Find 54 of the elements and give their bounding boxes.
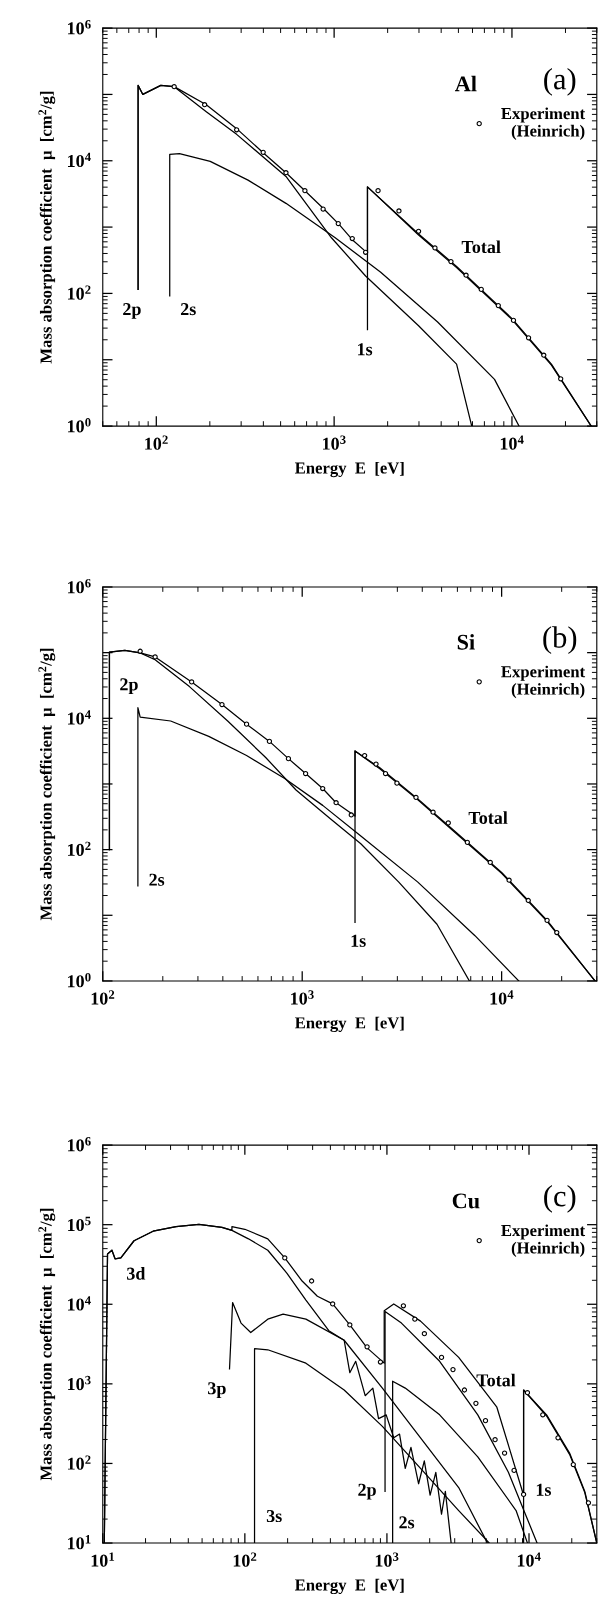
annotation: 1s	[351, 934, 366, 947]
x-axis-title: Energy E [eV]	[294, 1578, 404, 1595]
x-tick-label: 10$^{4}$	[517, 1552, 541, 1567]
x-tick-label: 10$^{2}$	[145, 435, 168, 450]
y-tick-label: 10$^{2}$	[68, 285, 91, 300]
x-tick-label: 10$^{1}$	[91, 1552, 115, 1567]
x-tick-label: 10$^{3}$	[375, 1552, 399, 1567]
y-tick-label: 10$^{0}$	[68, 418, 91, 433]
y-tick-label: 10$^{4}$	[68, 710, 91, 725]
x-tick-label: 10$^{4}$	[500, 435, 524, 450]
x-axis-title: Energy E [eV]	[294, 1016, 404, 1033]
legend-label: Experiment (Heinrich)	[501, 1224, 586, 1257]
x-axis-title: Energy E [eV]	[294, 461, 404, 478]
text: Al	[454, 75, 477, 92]
y-tick-label: 10$^{6}$	[68, 578, 91, 594]
annotation: 1s	[536, 1483, 552, 1496]
annotation: 2s	[399, 1516, 415, 1529]
annotation: 3p	[208, 1382, 226, 1399]
text: (c)	[544, 1184, 576, 1213]
legend-label: Experiment (Heinrich)	[501, 665, 586, 699]
annotation: Total	[468, 811, 508, 824]
y-tick-label: 10$^{3}$	[68, 1375, 91, 1391]
y-tick-label: 10$^{6}$	[68, 1137, 91, 1152]
y-tick-label: 10$^{6}$	[68, 20, 91, 35]
x-tick-label: 10$^{3}$	[291, 990, 314, 1005]
annotation: 2p	[123, 303, 141, 319]
annotation: 2p	[120, 678, 138, 695]
text: (b)	[543, 626, 577, 655]
x-tick-label: 10$^{2}$	[233, 1552, 257, 1567]
y-tick-label: 10$^{4}$	[68, 152, 91, 168]
annotation: 3s	[266, 1509, 282, 1523]
y-tick-label: 10$^{5}$	[68, 1216, 91, 1232]
annotation: 3d	[127, 1267, 146, 1280]
annotation: 1s	[358, 343, 373, 356]
text: Si	[457, 634, 475, 650]
y-tick-label: 10$^{2}$	[68, 841, 91, 856]
text: Cu	[452, 1193, 480, 1209]
annotation: 2s	[180, 303, 196, 316]
y-tick-label: 10$^{2}$	[68, 1455, 91, 1470]
annotation: Total	[476, 1373, 516, 1387]
y-tick-label: 10$^{4}$	[68, 1296, 91, 1311]
annotation: 2p	[358, 1483, 376, 1500]
y-axis-title: Mass absorption coefficient μ [cm$^{2}$/g]	[38, 1208, 56, 1481]
annotation: Total	[461, 240, 501, 254]
legend-label: Experiment (Heinrich)	[501, 107, 586, 140]
x-tick-label: 10$^{3}$	[323, 435, 346, 450]
y-axis-title: Mass absorption coefficient μ [cm$^{2}$/g]	[38, 91, 56, 364]
x-tick-label: 10$^{4}$	[490, 990, 514, 1005]
y-tick-label: 10$^{0}$	[68, 972, 91, 988]
y-tick-label: 10$^{1}$	[68, 1535, 91, 1550]
y-axis-title: Mass absorption coefficient μ [cm$^{2}$/g]	[38, 648, 56, 921]
annotation: 2s	[149, 873, 165, 886]
x-tick-label: 10$^{2}$	[91, 990, 115, 1005]
text: (a)	[544, 67, 576, 96]
